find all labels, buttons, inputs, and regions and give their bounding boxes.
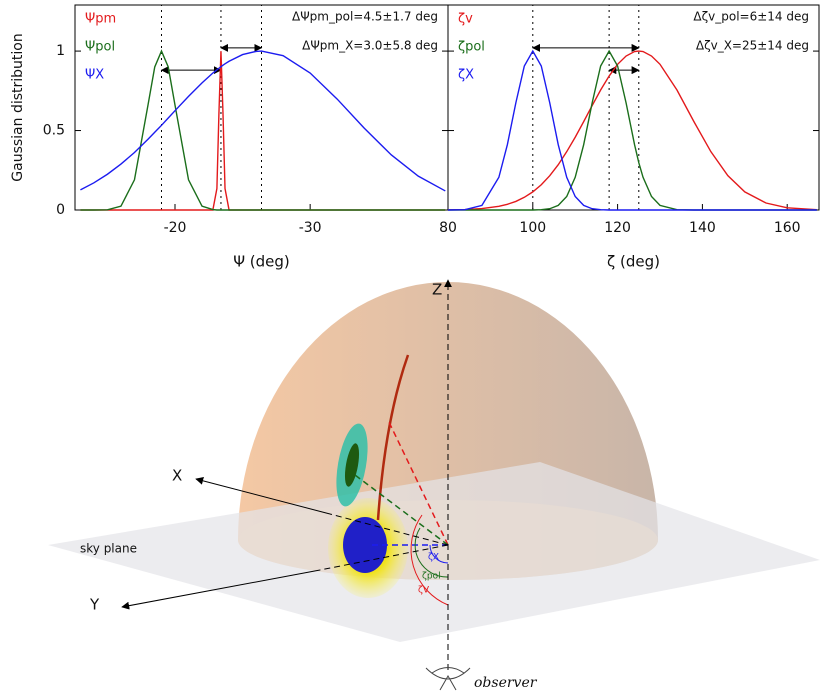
x-tick-label: 80 (439, 220, 457, 236)
series-line (80, 51, 445, 210)
x-label: X (172, 467, 182, 485)
x-tick-label: 100 (519, 220, 546, 236)
legend-label: Ψpm (85, 12, 116, 27)
series-line (448, 51, 817, 210)
series-line (80, 51, 445, 210)
x-tick-label: 140 (689, 220, 716, 236)
series-line (80, 51, 445, 191)
series-line (448, 51, 817, 210)
y-tick-label: 0.5 (43, 123, 65, 139)
figure: Z X Y sky plane ζX ζpol ζV observer 0 0.5… (0, 0, 820, 692)
annotation: Δζv_X=25±14 deg (696, 39, 809, 53)
sky-plane-label: sky plane (80, 542, 137, 556)
y-tick-label: 0 (56, 202, 65, 218)
x-axis-label: Ψ (deg) (233, 253, 290, 271)
annotation: ΔΨpm_X=3.0±5.8 deg (302, 39, 438, 53)
zeta-x-label: ζX (428, 553, 439, 563)
y-tick-label: 1 (56, 43, 65, 59)
x-tick-label: 160 (774, 220, 801, 236)
zeta-pol-label: ζpol (422, 572, 441, 582)
legend-label: ζv (458, 12, 473, 27)
observer-label: observer (474, 675, 538, 691)
z-label: Z (432, 281, 442, 299)
x-tick-label: -30 (299, 220, 322, 236)
y-axis-label: Gaussian distribution (10, 33, 26, 181)
x-axis-label: ζ (deg) (607, 253, 660, 271)
series-line (448, 51, 817, 210)
diagram: Z X Y sky plane ζX ζpol ζV observer (48, 280, 820, 691)
page: {"chart_data": [ {"type": "line", "xlabe… (0, 0, 820, 692)
eye (426, 668, 470, 691)
annotation: Δζv_pol=6±14 deg (693, 10, 809, 24)
zeta-v-label: ζV (418, 586, 430, 596)
x-tick-label: 120 (604, 220, 631, 236)
x-tick-label: -20 (164, 220, 187, 236)
legend-label: ζpol (458, 40, 485, 55)
legend-label: ΨX (85, 68, 104, 83)
plot-frame (448, 5, 819, 210)
annotation: ΔΨpm_pol=4.5±1.7 deg (292, 10, 438, 24)
legend-label: ζX (458, 68, 474, 83)
legend-label: Ψpol (85, 40, 115, 55)
y-label: Y (89, 596, 100, 614)
